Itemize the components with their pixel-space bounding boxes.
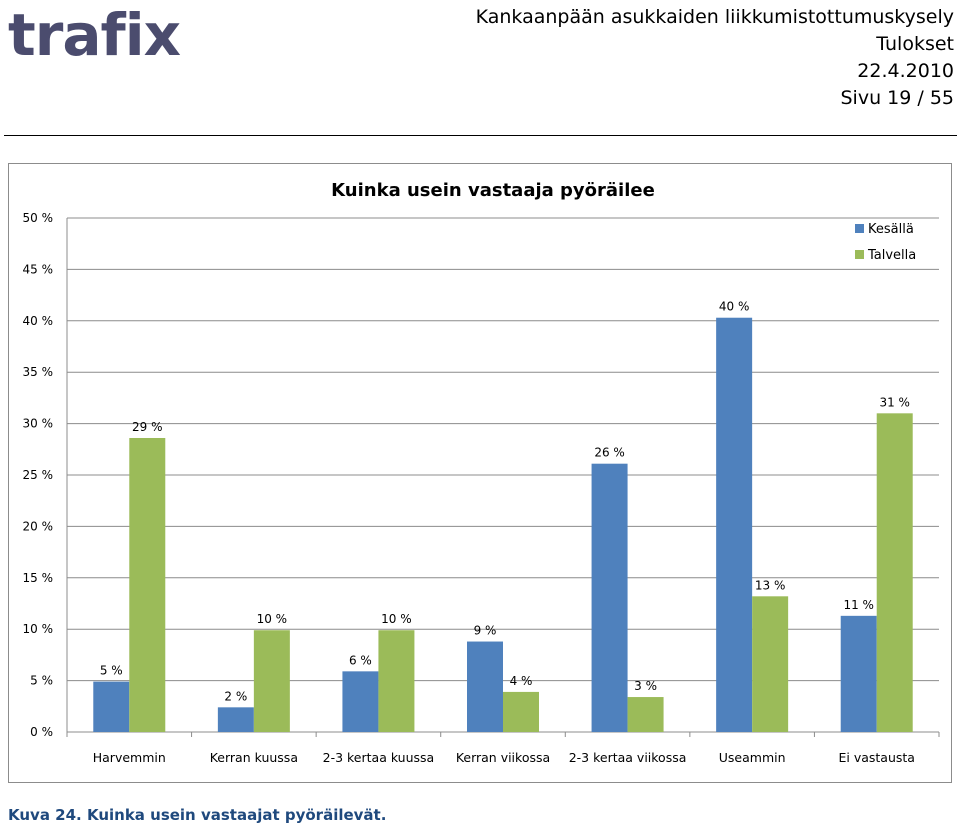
data-label: 26 % (594, 446, 625, 460)
bar-talvella (253, 630, 290, 732)
x-tick-label: Ei vastausta (838, 750, 914, 765)
data-label: 11 % (843, 598, 874, 612)
legend-label: Talvella (867, 248, 916, 263)
data-label: 5 % (100, 664, 123, 678)
data-label: 31 % (879, 395, 910, 409)
report-title: Kankaanpään asukkaiden liikkumistottumus… (475, 6, 954, 28)
y-tick-label: 45 % (23, 262, 54, 276)
data-label: 2 % (224, 689, 247, 703)
bar-talvella (129, 437, 166, 732)
bar-talvella (503, 691, 539, 732)
bar-chart: Kuinka usein vastaaja pyöräilee 0 % 5 % 10 … (23, 180, 940, 765)
y-tick-label: 40 % (23, 314, 54, 328)
data-label: 3 % (634, 679, 657, 693)
document-header: Kankaanpään asukkaiden liikkumistottumus… (476, 4, 954, 112)
header-divider (4, 135, 957, 136)
legend-label: Kesällä (868, 222, 914, 237)
x-tick-label: Harvemmin (93, 750, 166, 765)
chart-frame: Kuinka usein vastaaja pyöräilee 0 % 5 % 10 … (8, 163, 952, 783)
y-tick-label: 10 % (23, 622, 54, 636)
x-tick-label: Kerran kuussa (210, 750, 298, 765)
y-tick-label: 0 % (30, 725, 53, 739)
bar-talvella (378, 630, 415, 732)
data-label: 40 % (719, 300, 750, 314)
bar-kesalla (217, 707, 254, 732)
x-tick-label: Useammin (719, 750, 786, 765)
report-date: 22.4.2010 (857, 60, 954, 82)
bar-talvella (752, 596, 789, 732)
y-tick-label: 20 % (23, 519, 54, 533)
figure-caption: Kuva 24. Kuinka usein vastaajat pyöräile… (8, 806, 387, 824)
data-label: 9 % (474, 624, 497, 638)
data-label: 6 % (349, 653, 372, 667)
chart-title: Kuinka usein vastaaja pyöräilee (331, 180, 655, 201)
y-tick-label: 50 % (23, 211, 54, 225)
trafix-logo: trafix (8, 1, 181, 69)
data-label: 10 % (257, 612, 288, 626)
data-label: 4 % (510, 674, 533, 688)
x-tick-label: 2-3 kertaa viikossa (569, 750, 687, 765)
data-label: 29 % (132, 420, 163, 434)
y-tick-label: 35 % (23, 365, 54, 379)
data-label: 13 % (755, 578, 786, 592)
report-section: Tulokset (876, 33, 954, 55)
data-label: 10 % (381, 612, 412, 626)
y-tick-label: 25 % (23, 468, 54, 482)
legend-swatch (855, 250, 864, 259)
bar-kesalla (840, 615, 877, 732)
bar-kesalla (342, 671, 379, 732)
bar-kesalla (716, 317, 753, 732)
bar-kesalla (93, 681, 130, 732)
x-tick-label: 2-3 kertaa kuussa (323, 750, 435, 765)
page-number: Sivu 19 / 55 (840, 87, 955, 109)
y-tick-label: 30 % (23, 417, 54, 431)
legend-swatch (855, 224, 864, 233)
y-tick-label: 5 % (30, 674, 53, 688)
bar-talvella (876, 413, 913, 732)
bar-kesalla (467, 641, 503, 732)
bar-kesalla (591, 463, 628, 732)
bar-talvella (627, 697, 664, 732)
x-tick-label: Kerran viikossa (456, 750, 550, 765)
y-tick-label: 15 % (23, 571, 54, 585)
